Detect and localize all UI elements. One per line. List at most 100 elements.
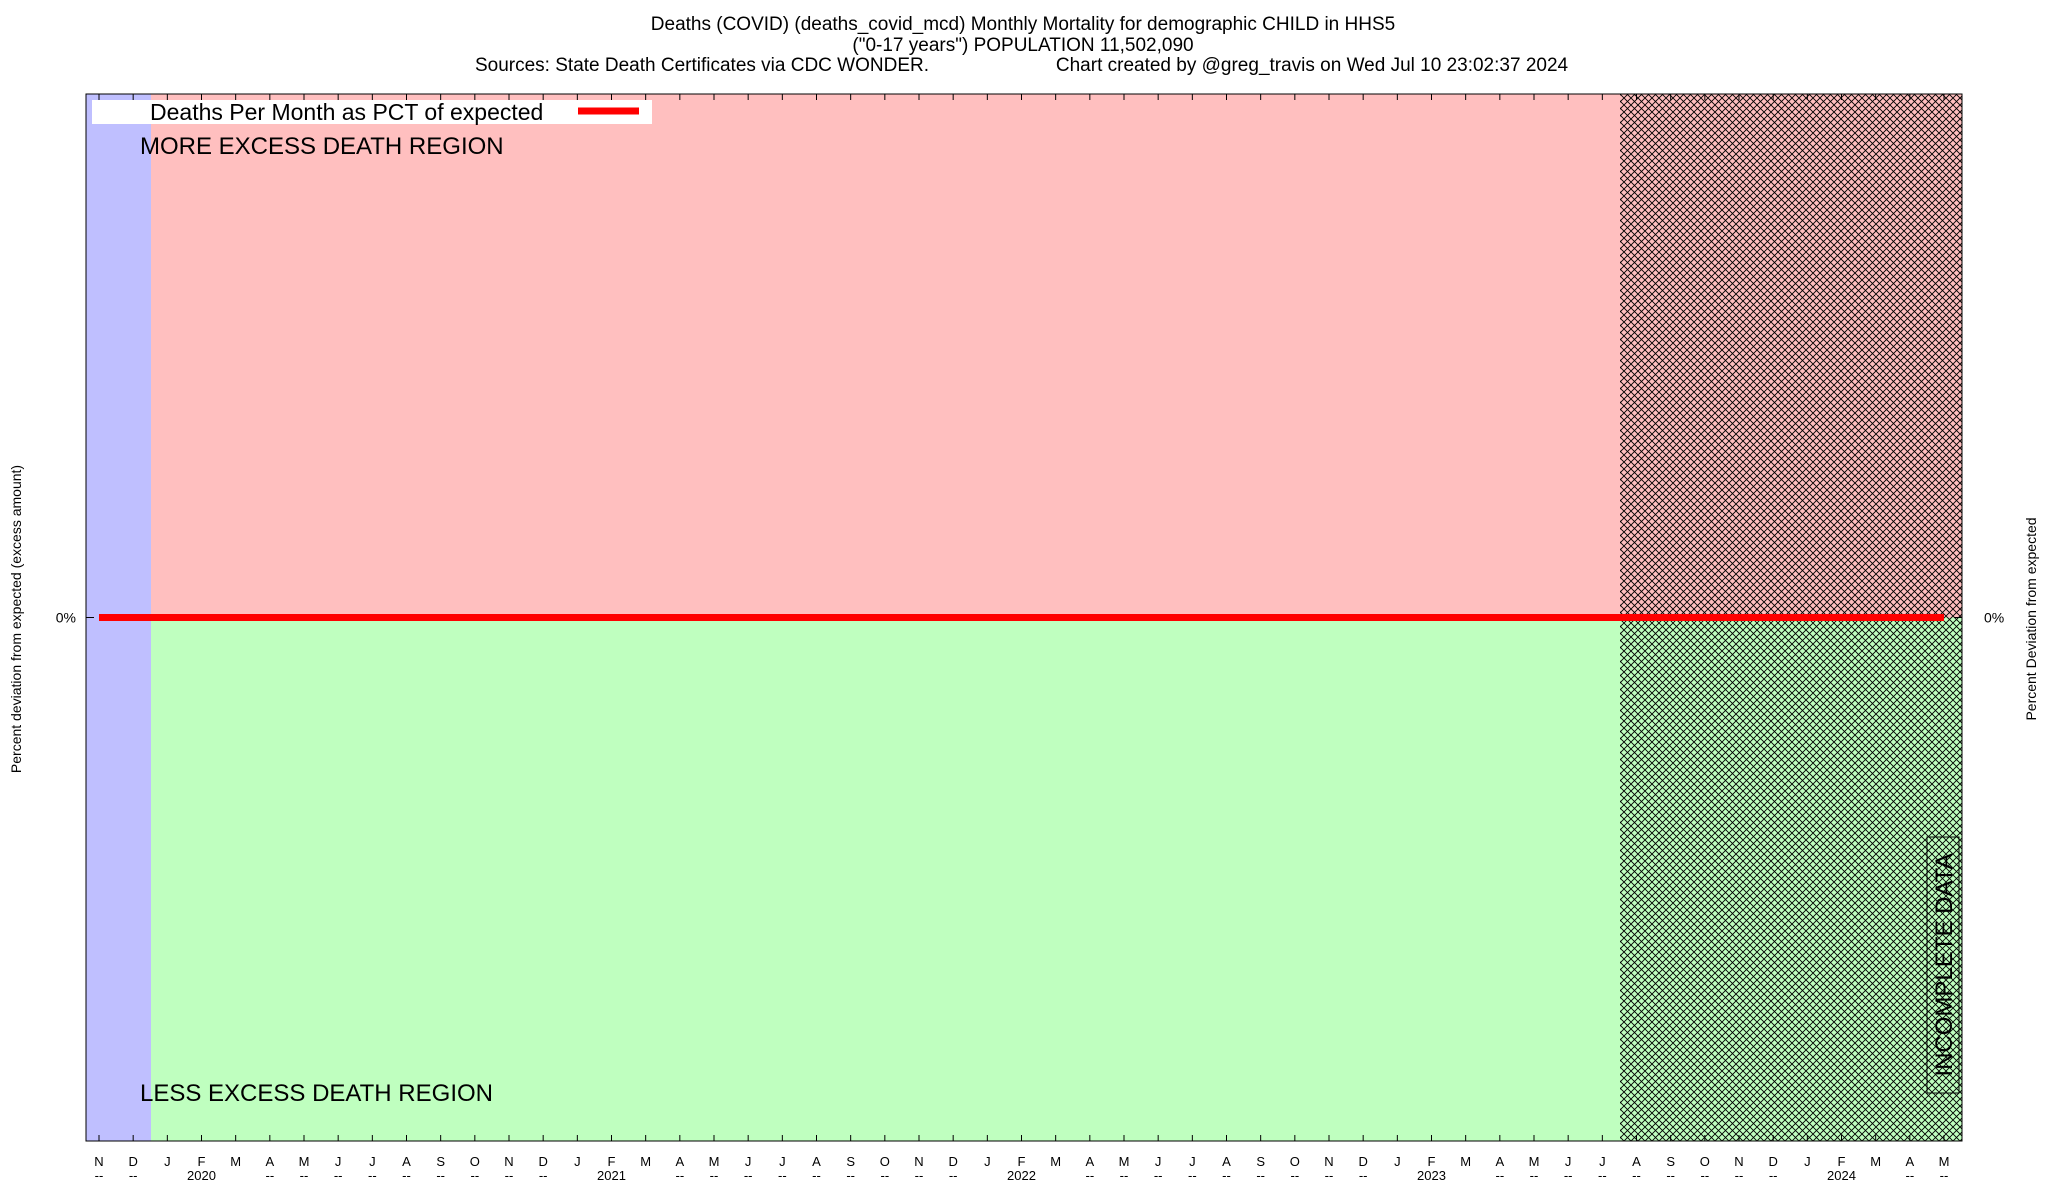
x-tick-sublabel: -- <box>1598 1168 1607 1183</box>
x-tick-label: S <box>1256 1154 1265 1169</box>
x-tick-label: M <box>1050 1154 1061 1169</box>
x-tick-sublabel: -- <box>1700 1168 1709 1183</box>
chart-subtitle: ("0-17 years") POPULATION 11,502,090 <box>852 35 1193 56</box>
x-tick-label: D <box>1358 1154 1367 1169</box>
x-tick-label: A <box>402 1154 411 1169</box>
x-tick-label: M <box>1119 1154 1130 1169</box>
x-tick-sublabel: 2021 <box>597 1168 626 1183</box>
chart-title: Deaths (COVID) (deaths_covid_mcd) Monthl… <box>651 14 1395 35</box>
x-tick-sublabel: -- <box>675 1168 684 1183</box>
x-tick-label: D <box>1768 1154 1777 1169</box>
x-tick-label: A <box>1632 1154 1641 1169</box>
x-tick-label: J <box>1189 1154 1196 1169</box>
x-tick-label: A <box>265 1154 274 1169</box>
x-tick-sublabel: -- <box>812 1168 821 1183</box>
x-tick-sublabel: -- <box>1495 1168 1504 1183</box>
x-tick-label: M <box>709 1154 720 1169</box>
x-tick-sublabel: -- <box>402 1168 411 1183</box>
x-tick-sublabel: -- <box>1632 1168 1641 1183</box>
annotation: MORE EXCESS DEATH REGION <box>140 133 504 160</box>
x-tick-label: A <box>1222 1154 1231 1169</box>
x-tick-sublabel: -- <box>1666 1168 1675 1183</box>
x-tick-label: N <box>504 1154 513 1169</box>
x-tick-sublabel: -- <box>1085 1168 1094 1183</box>
x-tick-label: M <box>1529 1154 1540 1169</box>
x-tick-sublabel: -- <box>436 1168 445 1183</box>
x-tick-sublabel: 2024 <box>1827 1168 1856 1183</box>
x-tick-label: S <box>436 1154 445 1169</box>
x-tick-label: M <box>1870 1154 1881 1169</box>
x-tick-label: J <box>984 1154 991 1169</box>
annotation: LESS EXCESS DEATH REGION <box>140 1080 493 1107</box>
x-tick-sublabel: -- <box>1256 1168 1265 1183</box>
x-tick-sublabel: 2023 <box>1417 1168 1446 1183</box>
x-tick-label: J <box>1599 1154 1606 1169</box>
x-tick-label: F <box>1838 1154 1846 1169</box>
x-tick-sublabel: -- <box>1120 1168 1129 1183</box>
x-tick-sublabel: -- <box>539 1168 548 1183</box>
x-tick-sublabel: -- <box>95 1168 104 1183</box>
legend-box <box>92 100 652 124</box>
y-tick-label: 0% <box>56 610 76 626</box>
x-tick-sublabel: -- <box>129 1168 138 1183</box>
x-tick-label: J <box>1155 1154 1162 1169</box>
x-tick-label: J <box>1394 1154 1401 1169</box>
x-tick-label: A <box>812 1154 821 1169</box>
x-tick-label: F <box>1018 1154 1026 1169</box>
x-tick-sublabel: -- <box>1290 1168 1299 1183</box>
x-tick-sublabel: -- <box>368 1168 377 1183</box>
x-tick-sublabel: -- <box>1905 1168 1914 1183</box>
x-tick-label: D <box>128 1154 137 1169</box>
x-tick-label: S <box>846 1154 855 1169</box>
sources: Sources: State Death Certificates via CD… <box>475 55 929 76</box>
x-tick-label: J <box>335 1154 342 1169</box>
x-tick-sublabel: -- <box>470 1168 479 1183</box>
x-tick-sublabel: -- <box>778 1168 787 1183</box>
x-tick-label: J <box>1565 1154 1572 1169</box>
x-tick-label: O <box>1700 1154 1710 1169</box>
x-tick-sublabel: -- <box>1188 1168 1197 1183</box>
x-tick-label: M <box>1460 1154 1471 1169</box>
x-tick-label: O <box>880 1154 890 1169</box>
x-tick-sublabel: -- <box>1359 1168 1368 1183</box>
annotation-box <box>1926 836 1960 1094</box>
x-tick-sublabel: -- <box>1940 1168 1949 1183</box>
x-tick-label: J <box>369 1154 376 1169</box>
x-tick-sublabel: -- <box>1325 1168 1334 1183</box>
x-tick-label: N <box>914 1154 923 1169</box>
x-tick-label: F <box>608 1154 616 1169</box>
x-tick-label: J <box>1804 1154 1811 1169</box>
legend-label: Deaths Per Month as PCT of expected <box>150 99 543 125</box>
y2-axis-label: Percent Deviation from expected <box>2023 517 2039 720</box>
x-tick-sublabel: -- <box>949 1168 958 1183</box>
x-tick-label: D <box>948 1154 957 1169</box>
x-tick-label: M <box>230 1154 241 1169</box>
x-tick-label: N <box>94 1154 103 1169</box>
x-tick-label: J <box>574 1154 581 1169</box>
annotation: INCOMPLETE DATA <box>1931 853 1958 1076</box>
x-tick-sublabel: -- <box>1564 1168 1573 1183</box>
x-tick-label: A <box>1905 1154 1914 1169</box>
x-tick-label: A <box>1495 1154 1504 1169</box>
x-tick-label: N <box>1324 1154 1333 1169</box>
x-tick-sublabel: -- <box>1530 1168 1539 1183</box>
x-tick-sublabel: -- <box>300 1168 309 1183</box>
credit: Chart created by @greg_travis on Wed Jul… <box>1056 55 1569 76</box>
x-tick-label: D <box>538 1154 547 1169</box>
x-tick-label: F <box>198 1154 206 1169</box>
x-tick-label: M <box>640 1154 651 1169</box>
x-tick-label: J <box>779 1154 786 1169</box>
x-tick-sublabel: 2020 <box>187 1168 216 1183</box>
x-tick-sublabel: -- <box>1222 1168 1231 1183</box>
x-tick-sublabel: -- <box>1735 1168 1744 1183</box>
x-tick-sublabel: -- <box>880 1168 889 1183</box>
x-tick-sublabel: -- <box>505 1168 514 1183</box>
x-tick-label: O <box>1290 1154 1300 1169</box>
x-tick-sublabel: 2022 <box>1007 1168 1036 1183</box>
x-tick-label: J <box>745 1154 752 1169</box>
x-tick-label: M <box>1939 1154 1950 1169</box>
x-tick-label: M <box>299 1154 310 1169</box>
x-tick-sublabel: -- <box>744 1168 753 1183</box>
y-axis-label: Percent deviation from expected (excess … <box>8 465 24 773</box>
